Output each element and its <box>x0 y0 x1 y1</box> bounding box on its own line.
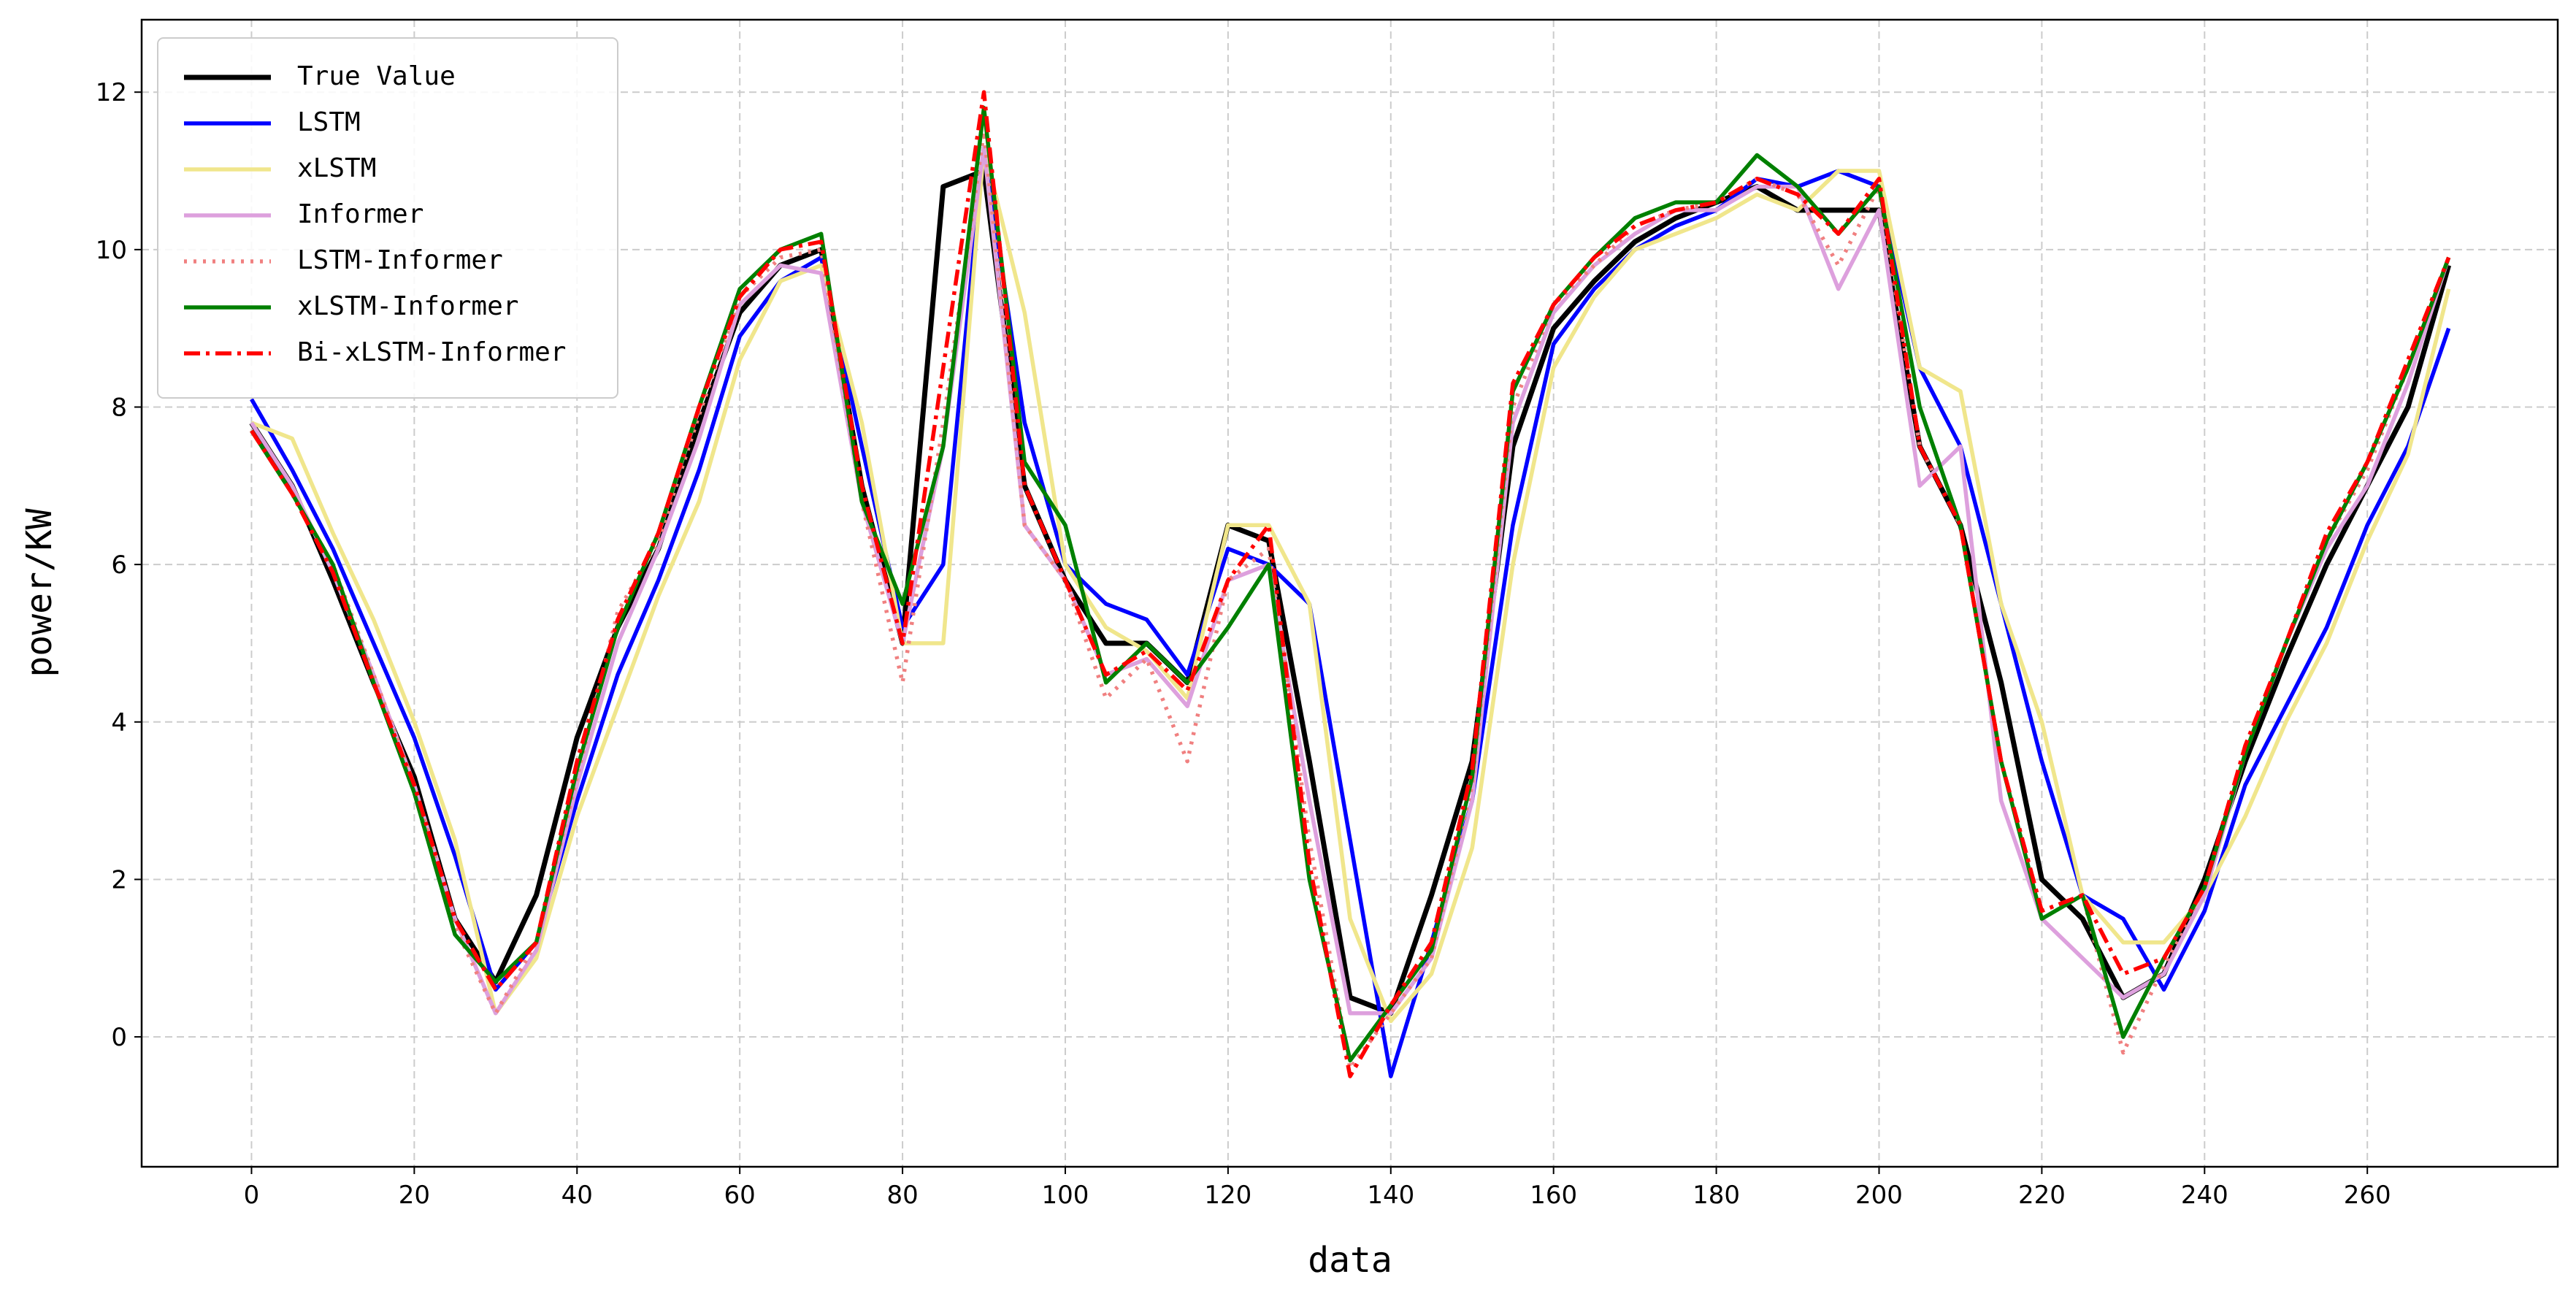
legend: True Value LSTM xLSTM Informer LSTM-Informer… <box>157 37 618 399</box>
x-tick-label: 100 <box>1042 1181 1089 1210</box>
y-axis-label: power/KW <box>19 508 60 677</box>
y-tick-label: 10 <box>96 236 127 265</box>
x-tick-label: 220 <box>2018 1181 2066 1210</box>
y-tick-label: 8 <box>111 393 127 422</box>
legend-label: True Value <box>297 61 456 91</box>
x-tick-label: 60 <box>724 1181 756 1210</box>
legend-box <box>157 37 618 399</box>
series-line <box>250 90 2451 1078</box>
x-tick-label: 140 <box>1367 1181 1414 1210</box>
x-tick-label: 260 <box>2344 1181 2391 1210</box>
x-tick-label: 160 <box>1530 1181 1577 1210</box>
x-tick-label: 200 <box>1855 1181 1903 1210</box>
x-tick-label: 80 <box>886 1181 918 1210</box>
legend-label: LSTM-Informer <box>297 245 503 275</box>
x-axis-label: data <box>1308 1240 1392 1281</box>
x-tick-label: 180 <box>1693 1181 1740 1210</box>
legend-label: xLSTM <box>297 153 376 183</box>
legend-label: Bi-xLSTM-Informer <box>297 337 566 367</box>
x-tick-label: 0 <box>244 1181 260 1210</box>
legend-label: xLSTM-Informer <box>297 291 518 321</box>
y-tick-label: 2 <box>111 865 127 894</box>
legend-label: Informer <box>297 199 423 229</box>
y-tick-label: 12 <box>96 78 127 107</box>
y-tick-label: 4 <box>111 708 127 737</box>
series-line <box>250 145 2451 1016</box>
y-tick-label: 6 <box>111 551 127 580</box>
x-tick-label: 240 <box>2181 1181 2228 1210</box>
y-tick-label: 0 <box>111 1023 127 1052</box>
x-tick-label: 120 <box>1204 1181 1251 1210</box>
legend-label: LSTM <box>297 107 361 137</box>
x-tick-label: 40 <box>561 1181 593 1210</box>
plot-frame <box>140 18 2559 1168</box>
x-tick-label: 20 <box>399 1181 430 1210</box>
